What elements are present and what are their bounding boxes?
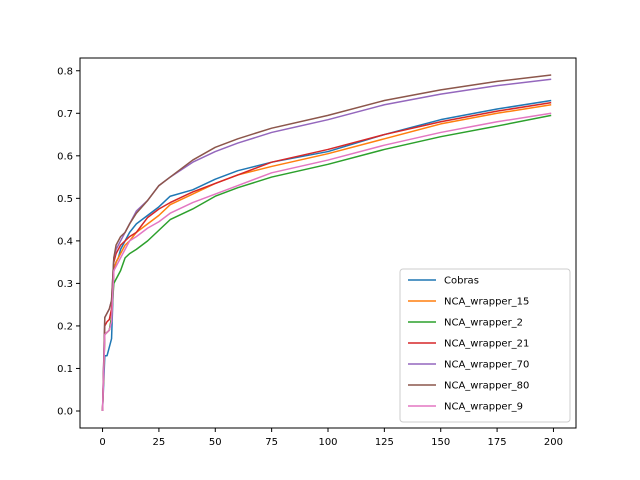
series-line-nca-wrapper-80 bbox=[101, 74, 552, 412]
y-tick-label: 0.8 bbox=[57, 66, 73, 77]
legend-box bbox=[399, 268, 571, 423]
x-tick-label: 25 bbox=[153, 437, 166, 448]
y-tick-label: 0.0 bbox=[57, 406, 73, 417]
legend: Cobras NCA_wrapper_15 NCA_wrapper_2 NCA_wra… bbox=[399, 268, 571, 423]
y-tick-label: 0.1 bbox=[57, 364, 73, 375]
y-tick-label: 0.2 bbox=[57, 321, 73, 332]
x-tick-label: 175 bbox=[488, 437, 507, 448]
x-tick-label: 0 bbox=[99, 437, 105, 448]
legend-label: NCA_wrapper_9 bbox=[444, 402, 523, 413]
plot-lines bbox=[101, 74, 552, 412]
y-axis: 0.0 0.1 0.2 0.3 0.4 0.5 0.6 0.7 0.8 bbox=[57, 66, 80, 417]
legend-label: NCA_wrapper_15 bbox=[444, 297, 529, 308]
y-tick-label: 0.6 bbox=[57, 151, 73, 162]
x-tick-label: 100 bbox=[318, 437, 337, 448]
x-tick-label: 50 bbox=[209, 437, 222, 448]
x-tick-label: 125 bbox=[375, 437, 394, 448]
x-axis: 0 25 50 75 100 125 150 175 200 bbox=[99, 428, 563, 448]
series-line-nca-wrapper-21 bbox=[101, 101, 552, 412]
legend-label: Cobras bbox=[444, 276, 479, 287]
x-tick-label: 75 bbox=[265, 437, 278, 448]
series-line-nca-wrapper-9 bbox=[101, 112, 552, 412]
series-line-cobras bbox=[101, 99, 552, 412]
y-tick-label: 0.3 bbox=[57, 279, 73, 290]
legend-label: NCA_wrapper_70 bbox=[444, 360, 529, 371]
y-tick-label: 0.5 bbox=[57, 194, 73, 205]
x-tick-label: 200 bbox=[544, 437, 563, 448]
legend-label: NCA_wrapper_21 bbox=[444, 339, 529, 350]
x-tick-label: 150 bbox=[431, 437, 450, 448]
legend-label: NCA_wrapper_80 bbox=[444, 381, 529, 392]
y-tick-label: 0.7 bbox=[57, 109, 73, 120]
legend-label: NCA_wrapper_2 bbox=[444, 318, 523, 329]
y-tick-label: 0.4 bbox=[57, 236, 73, 247]
